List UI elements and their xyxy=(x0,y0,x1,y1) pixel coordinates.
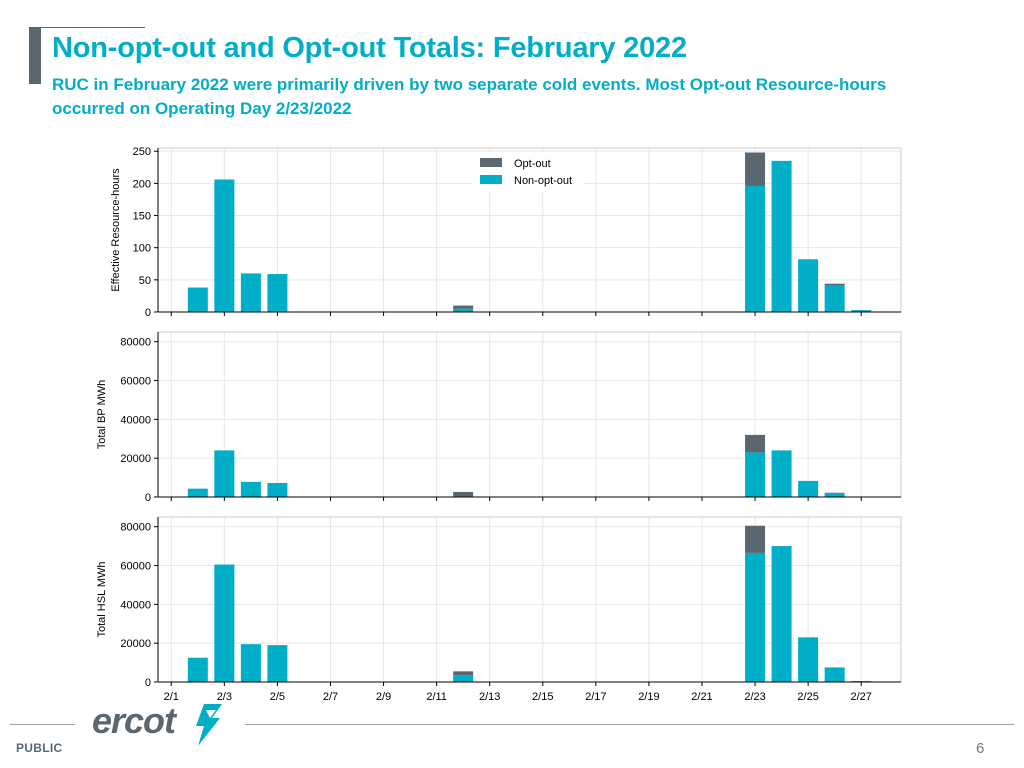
x-tick-label: 2/13 xyxy=(479,691,500,703)
bar-non-opt-out xyxy=(187,287,208,312)
x-tick-label: 2/15 xyxy=(532,691,553,703)
x-tick-label: 2/3 xyxy=(217,691,232,703)
bar-opt-out xyxy=(745,434,766,453)
legend-label: Opt-out xyxy=(514,158,551,170)
y-tick-label: 60000 xyxy=(120,376,151,388)
bar-non-opt-out xyxy=(824,493,845,497)
x-tick-label: 2/23 xyxy=(744,691,765,703)
bar-non-opt-out xyxy=(798,480,819,497)
bar-non-opt-out xyxy=(267,483,288,497)
y-tick-label: 200 xyxy=(133,178,151,190)
bar-non-opt-out xyxy=(824,667,845,682)
bar-non-opt-out xyxy=(187,657,208,682)
x-tick-label: 2/9 xyxy=(376,691,391,703)
bar-non-opt-out xyxy=(771,450,792,497)
header-accent-line xyxy=(41,27,145,28)
bar-opt-out xyxy=(745,525,766,553)
y-axis-label: Total BP MWh xyxy=(96,380,108,450)
legend-swatch-opt-out xyxy=(480,158,502,167)
bar-opt-out xyxy=(453,671,474,676)
x-tick-label: 2/27 xyxy=(850,691,871,703)
page-number: 6 xyxy=(976,740,985,757)
x-tick-label: 2/11 xyxy=(426,691,447,703)
y-tick-label: 80000 xyxy=(120,337,151,349)
y-tick-label: 60000 xyxy=(120,561,151,573)
y-tick-label: 0 xyxy=(145,677,151,689)
page-title: Non-opt-out and Opt-out Totals: February… xyxy=(52,32,687,64)
bar-non-opt-out xyxy=(240,481,261,497)
x-tick-label: 2/7 xyxy=(323,691,338,703)
bar-non-opt-out xyxy=(214,179,235,312)
x-tick-label: 2/1 xyxy=(164,691,179,703)
y-tick-label: 100 xyxy=(133,243,151,255)
x-tick-label: 2/17 xyxy=(585,691,606,703)
bar-non-opt-out xyxy=(453,675,474,682)
x-tick-label: 2/21 xyxy=(691,691,712,703)
legend-label: Non-opt-out xyxy=(514,175,572,187)
bar-non-opt-out xyxy=(745,185,766,312)
bar-non-opt-out xyxy=(771,546,792,682)
y-tick-label: 50 xyxy=(139,275,151,287)
bar-non-opt-out xyxy=(798,637,819,682)
bar-opt-out xyxy=(453,305,474,309)
bar-opt-out xyxy=(745,152,766,186)
bar-opt-out xyxy=(453,491,474,497)
bar-opt-out xyxy=(824,492,845,494)
bar-non-opt-out xyxy=(214,564,235,682)
bar-non-opt-out xyxy=(240,273,261,312)
page-subtitle: RUC in February 2022 were primarily driv… xyxy=(52,75,887,118)
bar-non-opt-out xyxy=(798,259,819,312)
bar-opt-out xyxy=(824,283,845,286)
y-tick-label: 150 xyxy=(133,211,151,223)
footer-divider-left xyxy=(10,724,75,725)
y-tick-label: 40000 xyxy=(120,599,151,611)
header-accent-bar xyxy=(29,27,41,84)
x-tick-label: 2/5 xyxy=(270,691,285,703)
classification-label: PUBLIC xyxy=(16,741,63,755)
bar-non-opt-out xyxy=(240,644,261,682)
ercot-logo: ercot xyxy=(92,700,232,750)
y-tick-label: 40000 xyxy=(120,414,151,426)
bar-non-opt-out xyxy=(187,488,208,497)
y-axis-label: Effective Resource-hours xyxy=(110,168,122,292)
y-tick-label: 0 xyxy=(145,492,151,504)
x-tick-label: 2/19 xyxy=(638,691,659,703)
bar-non-opt-out xyxy=(214,450,235,497)
bar-non-opt-out xyxy=(267,274,288,312)
y-tick-label: 0 xyxy=(145,307,151,319)
lightning-icon xyxy=(196,704,222,746)
bar-non-opt-out xyxy=(851,310,872,312)
x-tick-label: 2/25 xyxy=(797,691,818,703)
bar-non-opt-out xyxy=(453,308,474,312)
logo-wordmark: ercot xyxy=(92,700,176,741)
bar-non-opt-out xyxy=(771,160,792,312)
y-tick-label: 20000 xyxy=(120,453,151,465)
y-tick-label: 250 xyxy=(133,146,151,158)
bar-non-opt-out xyxy=(267,645,288,682)
footer-divider-right xyxy=(245,724,1014,725)
bar-non-opt-out xyxy=(745,452,766,497)
bar-non-opt-out xyxy=(824,285,845,312)
legend-swatch-non-opt-out xyxy=(480,175,502,184)
y-axis-label: Total HSL MWh xyxy=(96,561,108,637)
bar-non-opt-out xyxy=(745,552,766,682)
y-tick-label: 20000 xyxy=(120,638,151,650)
y-tick-label: 80000 xyxy=(120,522,151,534)
